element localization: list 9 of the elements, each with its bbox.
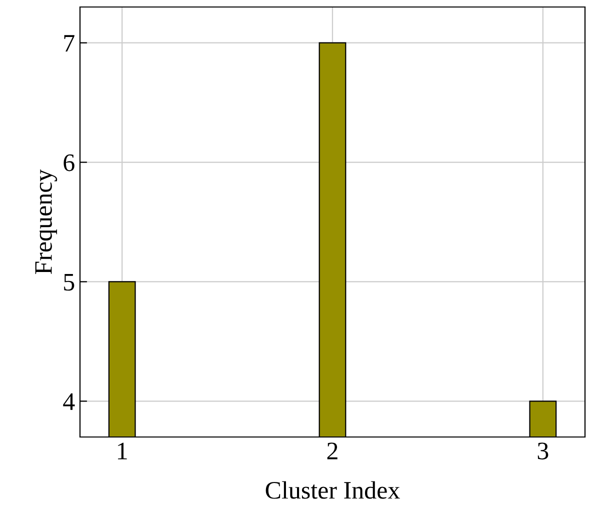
y-tick-label: 4: [63, 393, 75, 410]
x-tick-label: 2: [327, 442, 338, 460]
x-tick-label: 1: [118, 442, 127, 460]
y-tick-label: 6: [64, 154, 74, 172]
x-tick-label: 3: [538, 442, 548, 460]
y-axis-title: Frequency: [35, 169, 58, 274]
y-tick-label: 5: [64, 274, 74, 291]
x-axis-title: Cluster Index: [266, 481, 400, 499]
y-tick-label: 7: [64, 35, 74, 52]
